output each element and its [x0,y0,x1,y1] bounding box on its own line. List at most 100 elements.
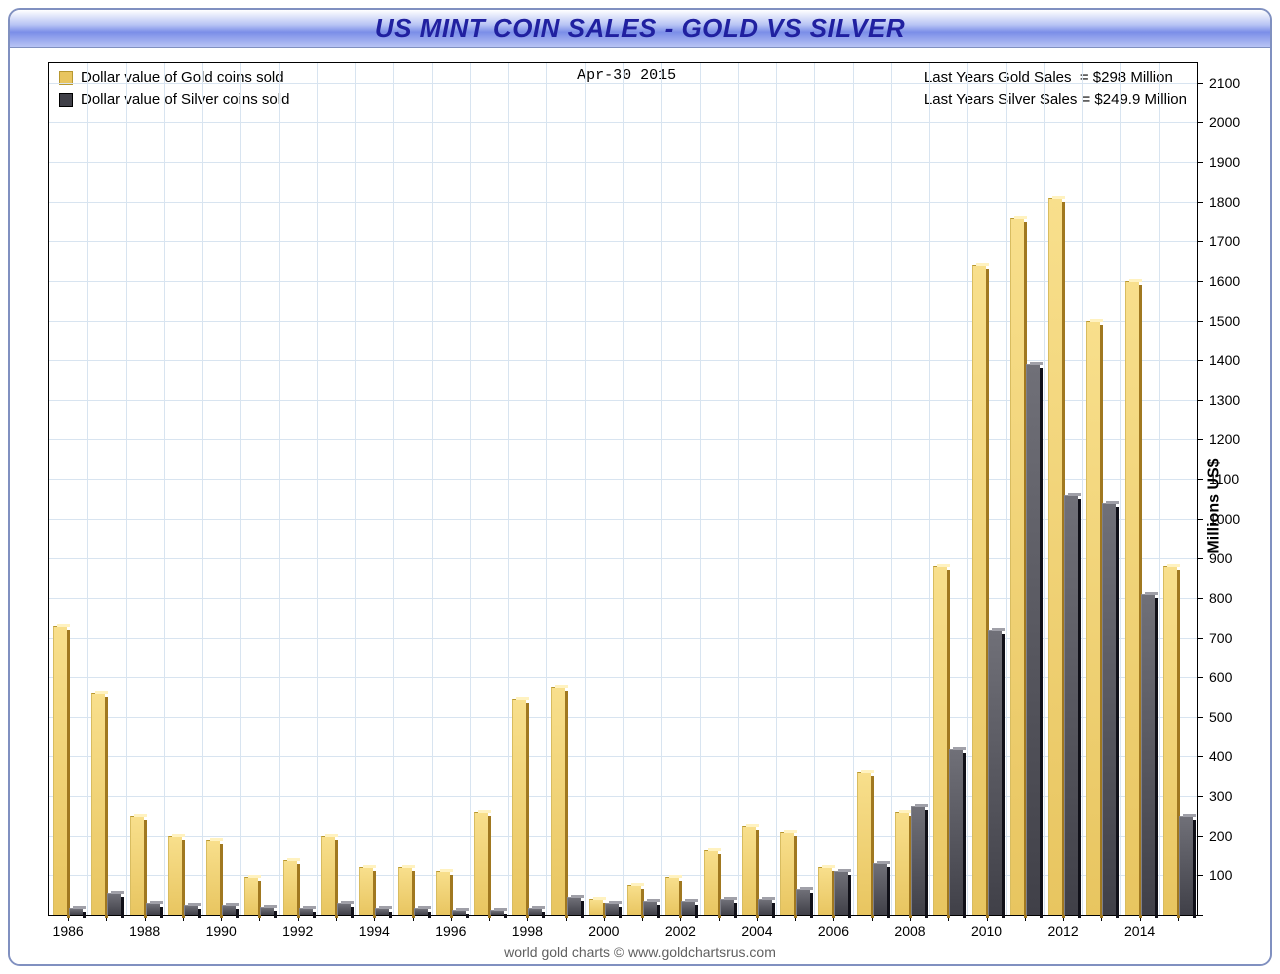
gold-bar [818,867,832,915]
silver-bar [184,905,198,915]
y-tick [1197,321,1203,322]
header-right: Last Years Gold Sales = $298 Million Las… [924,67,1187,111]
y-tick [1197,598,1203,599]
x-tick-label: 2014 [1124,923,1155,939]
gridline-v [585,63,586,915]
chart-frame: US MINT COIN SALES - GOLD VS SILVER Doll… [8,8,1272,966]
gold-bar [589,899,603,915]
gold-bar [512,699,526,915]
silver-bar [1026,364,1040,915]
header-silver-sales: Last Years Silver Sales = $249.9 Million [924,91,1187,108]
y-tick [1197,122,1203,123]
gold-bar [627,885,641,915]
y-tick [1197,83,1203,84]
legend-gold-label: Dollar value of Gold coins sold [81,67,284,89]
silver-bar [567,897,581,915]
gridline-v [202,63,203,915]
silver-bar [643,901,657,915]
silver-bar [222,905,236,915]
gridline-v [1044,63,1045,915]
gridline-v [164,63,165,915]
gridline-v [546,63,547,915]
title-bar: US MINT COIN SALES - GOLD VS SILVER [10,10,1270,48]
chart-title: US MINT COIN SALES - GOLD VS SILVER [375,13,905,44]
gold-bar [398,867,412,915]
x-tick-label: 2006 [818,923,849,939]
legend-swatch-silver [59,93,73,107]
chart-body: Dollar value of Gold coins sold Dollar v… [10,48,1270,964]
y-tick [1197,519,1203,520]
plot-area: Dollar value of Gold coins sold Dollar v… [48,62,1198,916]
gridline-v [508,63,509,915]
gridline-v [814,63,815,915]
silver-bar [681,901,695,915]
silver-bar [299,908,313,915]
gridline-v [355,63,356,915]
y-tick [1197,558,1203,559]
y-tick [1197,241,1203,242]
x-tick-label: 2008 [894,923,925,939]
silver-bar [873,863,887,915]
x-tick-label: 2004 [741,923,772,939]
gold-bar [1125,281,1139,915]
silver-bar [528,908,542,915]
silver-bar [107,893,121,915]
legend-gold: Dollar value of Gold coins sold [59,67,289,89]
gridline-v [776,63,777,915]
gridline-v [279,63,280,915]
gold-bar [780,832,794,915]
y-tick-label: 400 [1209,748,1232,764]
y-tick-label: 300 [1209,788,1232,804]
gold-bar [130,816,144,915]
x-tick-label: 2010 [971,923,1002,939]
y-tick [1197,281,1203,282]
gold-bar [168,836,182,915]
y-tick-label: 1800 [1209,194,1240,210]
gold-bar [1048,198,1062,915]
gold-bar [91,693,105,915]
y-tick [1197,638,1203,639]
silver-bar [69,908,83,915]
x-tick-label: 1992 [282,923,313,939]
gold-bar [206,840,220,915]
gridline-v [929,63,930,915]
y-tick-label: 2100 [1209,75,1240,91]
gridline-v [661,63,662,915]
y-tick-label: 1600 [1209,273,1240,289]
gridline-v [700,63,701,915]
y-tick-label: 1900 [1209,154,1240,170]
gold-bar [551,687,565,915]
gridline-v [967,63,968,915]
silver-bar [605,903,619,915]
y-tick [1197,677,1203,678]
silver-bar [911,806,925,915]
gold-bar [1163,566,1177,915]
gold-bar [857,772,871,915]
silver-bar [414,908,428,915]
gridline-v [240,63,241,915]
y-tick-label: 500 [1209,709,1232,725]
y-tick-label: 1400 [1209,352,1240,368]
y-tick-label: 1500 [1209,313,1240,329]
gridline-v [1159,63,1160,915]
y-tick [1197,479,1203,480]
silver-bar [758,899,772,915]
legend: Dollar value of Gold coins sold Dollar v… [59,67,289,111]
y-tick [1197,915,1203,916]
y-tick [1197,439,1203,440]
silver-bar [949,749,963,915]
y-tick [1197,202,1203,203]
y-tick-label: 2000 [1209,114,1240,130]
gold-bar [1086,321,1100,915]
silver-bar [834,871,848,915]
x-tick-label: 2002 [665,923,696,939]
x-tick-label: 2000 [588,923,619,939]
gridline-v [317,63,318,915]
gold-bar [704,850,718,915]
y-tick-label: 700 [1209,630,1232,646]
gold-bar [359,867,373,915]
x-tick-label: 1996 [435,923,466,939]
y-tick [1197,836,1203,837]
gridline-v [432,63,433,915]
silver-bar [1064,495,1078,915]
